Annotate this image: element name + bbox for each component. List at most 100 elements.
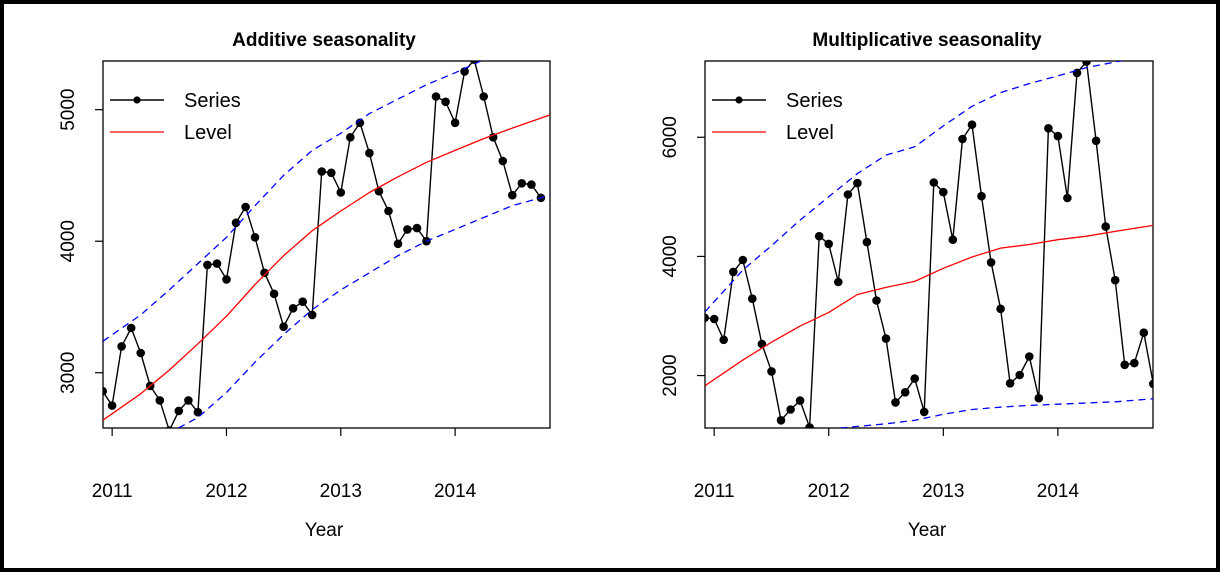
data-point: [1053, 131, 1063, 141]
plot-area: [103, 61, 550, 428]
axis-ticks: 2011 2012 2013 2014 3000 4000 5000: [58, 89, 477, 502]
data-point: [824, 239, 833, 249]
data-point: [1149, 379, 1153, 389]
y-tick-label: 3000: [58, 352, 79, 394]
data-point: [327, 168, 336, 178]
upper-bound-line: [705, 61, 1124, 313]
data-point: [1005, 379, 1015, 388]
data-point: [498, 156, 508, 166]
data-point: [298, 297, 308, 307]
data-point: [891, 398, 900, 407]
data-point: [948, 235, 958, 244]
data-point: [709, 314, 719, 324]
data-point: [374, 186, 384, 196]
x-axis-label: Year: [305, 520, 344, 541]
data-point: [872, 296, 881, 305]
data-point: [384, 206, 393, 216]
data-point: [412, 223, 422, 233]
data-point: [174, 406, 184, 416]
x-tick-label: 2013: [320, 481, 362, 502]
data-point: [786, 405, 795, 414]
legend-series-label: Series: [184, 90, 241, 112]
y-tick-label: 5000: [58, 89, 79, 131]
data-point: [307, 310, 317, 320]
data-point: [881, 334, 891, 343]
data-point: [834, 277, 843, 287]
y-tick-label: 6000: [660, 116, 681, 158]
data-point: [1015, 370, 1024, 380]
data-point: [767, 367, 776, 376]
data-point: [136, 348, 145, 358]
data-point: [279, 322, 288, 332]
data-point: [977, 191, 986, 201]
data-point: [212, 259, 222, 268]
data-point: [250, 233, 260, 242]
data-point: [1082, 61, 1091, 66]
plot-box: [102, 60, 551, 429]
data-point: [336, 188, 346, 197]
lower-bound-line: [178, 194, 550, 428]
data-point: [1044, 124, 1053, 133]
data-point: [1130, 358, 1139, 368]
data-point: [776, 416, 786, 425]
y-tick-label: 2000: [660, 354, 681, 396]
data-point: [910, 374, 919, 383]
data-point: [393, 239, 403, 249]
data-point: [919, 407, 929, 417]
data-point: [738, 255, 748, 265]
legend: Series Level: [110, 90, 241, 144]
data-point: [346, 133, 355, 142]
data-point: [479, 92, 489, 101]
data-point: [508, 190, 517, 200]
data-point: [441, 97, 450, 107]
additive-chart: Additive seasonality 2011 2012 2013 2014 300…: [58, 30, 551, 541]
data-point: [103, 386, 107, 396]
y-tick-label: 4000: [660, 235, 681, 277]
data-point: [1101, 222, 1110, 231]
data-point: [260, 268, 269, 278]
data-point: [853, 178, 862, 188]
data-point: [155, 396, 165, 405]
data-point: [1025, 352, 1034, 361]
data-point: [1139, 328, 1149, 338]
data-point: [460, 67, 469, 76]
data-point: [517, 179, 527, 188]
data-point: [203, 260, 212, 270]
multiplicative-chart: Multiplicative seasonality 2011 2012 2013 2…: [660, 30, 1154, 541]
data-point: [705, 313, 709, 323]
data-point: [1120, 360, 1129, 370]
legend-series-label: Series: [786, 90, 843, 112]
data-point: [1072, 68, 1082, 78]
data-point: [117, 342, 126, 351]
data-point: [719, 335, 728, 345]
x-tick-label: 2012: [808, 481, 850, 502]
x-tick-label: 2012: [205, 481, 247, 502]
data-point: [450, 118, 460, 128]
data-point: [967, 120, 977, 129]
data-point: [748, 294, 757, 304]
data-point: [1034, 393, 1044, 403]
data-point: [231, 218, 241, 228]
data-point: [107, 401, 117, 410]
legend: Series Level: [712, 90, 843, 144]
axis-ticks: 2011 2012 2013 2014 2000 4000 6000: [660, 116, 1079, 502]
data-point: [222, 275, 231, 284]
x-tick-label: 2011: [694, 481, 735, 502]
legend-series-marker: [133, 96, 141, 104]
data-point: [996, 304, 1005, 314]
data-point: [1091, 136, 1101, 146]
data-point: [729, 267, 738, 277]
data-point: [900, 388, 910, 397]
data-point: [184, 396, 193, 405]
data-point: [814, 231, 824, 241]
data-point: [1063, 193, 1072, 203]
data-point: [288, 304, 298, 313]
data-point: [1110, 275, 1120, 285]
data-point: [269, 289, 279, 299]
plot-area: [705, 61, 1153, 428]
level-line: [103, 114, 550, 421]
data-point: [862, 237, 872, 247]
chart-title: Additive seasonality: [232, 30, 416, 51]
legend-series-marker: [735, 96, 743, 104]
